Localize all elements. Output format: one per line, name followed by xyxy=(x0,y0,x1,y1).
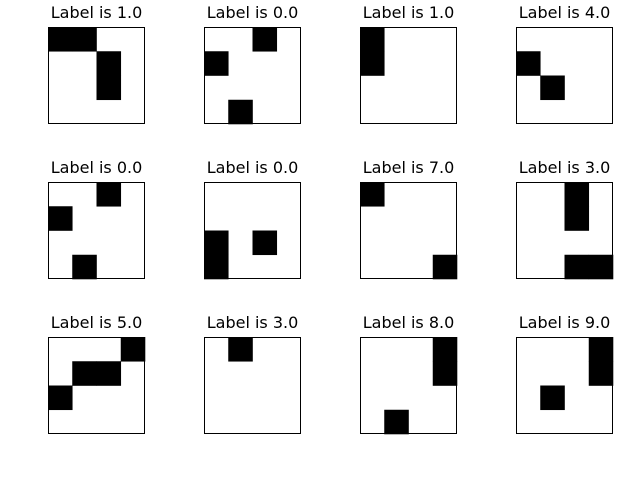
pixel-cell xyxy=(588,254,614,280)
pixel-cell xyxy=(540,75,565,101)
panel-12: Label is 9.0 xyxy=(516,313,614,434)
pixel-cell xyxy=(252,27,278,52)
panel-title: Label is 0.0 xyxy=(207,158,299,177)
panel-frame xyxy=(204,182,301,279)
panel-frame xyxy=(204,27,301,124)
panel-title: Label is 3.0 xyxy=(207,313,299,332)
panel-9: Label is 5.0 xyxy=(48,313,146,434)
pixel-cell xyxy=(360,51,385,76)
panel-1: Label is 1.0 xyxy=(48,3,145,124)
pixel-cell xyxy=(48,385,73,411)
panel-6: Label is 0.0 xyxy=(204,158,301,280)
panel-title: Label is 1.0 xyxy=(51,3,143,22)
pixel-cell xyxy=(48,27,73,52)
panel-title: Label is 4.0 xyxy=(519,3,611,22)
panel-frame xyxy=(516,337,613,434)
panel-frame xyxy=(204,337,301,434)
panel-frame xyxy=(516,27,613,124)
panel-title: Label is 9.0 xyxy=(519,313,611,332)
pixel-cell xyxy=(588,361,614,386)
panel-frame xyxy=(360,182,457,279)
panel-4: Label is 4.0 xyxy=(516,3,613,124)
pixel-cell xyxy=(564,206,590,231)
pixel-cell xyxy=(96,51,122,76)
panels-group: Label is 1.0 Label is 0.0 Label is 1.0 Labe… xyxy=(48,3,614,435)
panel-title: Label is 0.0 xyxy=(51,158,143,177)
panel-title: Label is 0.0 xyxy=(207,3,299,22)
panel-title: Label is 3.0 xyxy=(519,158,611,177)
panel-3: Label is 1.0 xyxy=(360,3,457,124)
pixel-cell xyxy=(432,361,458,386)
panel-2: Label is 0.0 xyxy=(204,3,301,125)
panel-10: Label is 3.0 xyxy=(204,313,301,434)
pixel-cell xyxy=(72,361,97,386)
panel-frame xyxy=(360,337,457,434)
panel-title: Label is 5.0 xyxy=(51,313,143,332)
pixel-cell xyxy=(564,182,590,207)
panel-title: Label is 8.0 xyxy=(363,313,455,332)
panel-11: Label is 8.0 xyxy=(360,313,458,435)
panel-7: Label is 7.0 xyxy=(360,158,458,280)
pixel-cell xyxy=(432,337,458,362)
pixel-cell xyxy=(120,337,146,362)
pixel-cell xyxy=(96,361,122,386)
pixel-cell xyxy=(96,75,122,101)
pixel-cell xyxy=(360,27,385,52)
panel-frame xyxy=(48,27,145,124)
pixel-cell xyxy=(96,182,122,207)
pixel-cell xyxy=(228,337,253,362)
pixel-cell xyxy=(252,230,278,256)
panel-title: Label is 7.0 xyxy=(363,158,455,177)
pixel-cell xyxy=(48,206,73,231)
pixel-cell xyxy=(384,409,409,435)
pixel-cell xyxy=(204,254,229,280)
panel-frame xyxy=(48,182,145,279)
panel-title: Label is 1.0 xyxy=(363,3,455,22)
pixel-cell xyxy=(228,99,253,125)
pixel-cell xyxy=(432,254,458,280)
pixel-cell xyxy=(564,254,590,280)
panel-frame xyxy=(360,27,457,124)
pixel-cell xyxy=(360,182,385,207)
panel-5: Label is 0.0 xyxy=(48,158,145,280)
panel-frame xyxy=(48,337,145,434)
pixel-cell xyxy=(204,51,229,76)
panel-8: Label is 3.0 xyxy=(516,158,614,280)
pixel-cell xyxy=(516,51,541,76)
pixel-cell xyxy=(540,385,565,411)
panel-frame xyxy=(516,182,613,279)
pixel-cell xyxy=(588,337,614,362)
pixel-cell xyxy=(72,27,97,52)
pixel-cell xyxy=(204,230,229,256)
pixel-cell xyxy=(72,254,97,280)
